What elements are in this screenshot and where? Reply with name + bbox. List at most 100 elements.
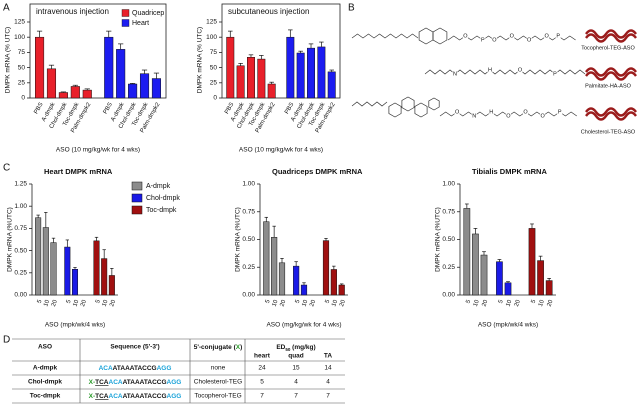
aso-strand	[585, 107, 637, 117]
error-bar	[319, 41, 324, 47]
x-tick-label: 20	[80, 299, 88, 308]
ring	[401, 96, 415, 112]
bar	[327, 71, 336, 99]
x-tick-label: 5	[325, 299, 332, 305]
y-axis-label: DMPK mRNA (%UTC)	[7, 207, 14, 272]
atom: O	[510, 33, 515, 39]
error-bar	[238, 62, 243, 66]
x-tick-label: 5	[95, 299, 102, 305]
chart-title: Heart DMPK mRNA	[44, 167, 113, 176]
aso-strand	[585, 29, 637, 39]
error-bar	[294, 261, 298, 267]
error-bar	[48, 64, 55, 69]
y-tick-label: 125	[206, 19, 217, 26]
chart-title: intravenous injection	[36, 7, 109, 16]
bar	[247, 57, 255, 99]
x-tick-label: 5	[265, 299, 272, 305]
atom: O	[540, 113, 545, 119]
error-bar	[73, 267, 77, 270]
table-cell: Cholesterol-TEG	[194, 379, 242, 386]
table-header-part: ED	[276, 344, 285, 351]
table-cell: none	[211, 365, 226, 372]
table-cell: 5	[260, 379, 264, 386]
atom-bg	[471, 112, 477, 120]
y-tick-label: 0.00	[442, 292, 455, 299]
legend-label: Quadricep	[132, 10, 164, 17]
table-sequence: X-TCAACAATAAATACCGAGG	[89, 379, 182, 386]
atom: O	[544, 33, 549, 39]
y-tick-label: 0.75	[442, 208, 455, 215]
y-tick-label: 0.00	[14, 292, 27, 299]
atom: H	[489, 109, 493, 115]
table-header: ED50 (mg/kg)	[276, 344, 315, 352]
bar	[101, 258, 108, 296]
ring	[418, 27, 434, 45]
table-header-part: 50	[285, 347, 291, 352]
table-subheader: TA	[324, 353, 332, 360]
panel-label: D	[3, 335, 10, 346]
x-tick-label: 10	[331, 299, 339, 308]
sequence-part: AGG	[157, 365, 172, 372]
table-cell: 7	[326, 393, 330, 400]
y-tick-label: 100	[206, 34, 217, 41]
sequence-part: TCA	[95, 379, 109, 386]
atom: N	[453, 71, 457, 77]
bar	[93, 240, 100, 296]
bar	[267, 83, 276, 99]
atom: O	[518, 67, 523, 73]
table-header-part: X	[236, 344, 241, 351]
error-bar	[324, 238, 328, 241]
chart-title: Quadriceps DMPK mRNA	[272, 167, 363, 176]
error-bar	[36, 30, 43, 38]
x-tick-label: 5	[66, 299, 73, 305]
error-bar	[482, 251, 486, 256]
bar	[338, 284, 345, 296]
x-tick-label: 10	[473, 299, 481, 308]
bar	[104, 36, 114, 99]
error-bar	[72, 84, 78, 87]
error-bar	[118, 43, 124, 50]
sequence-part: ATAAATACCG	[123, 393, 167, 400]
atom: P	[558, 109, 562, 115]
x-tick-label: PBS	[224, 102, 235, 115]
error-bar	[269, 81, 274, 85]
aso-strand	[585, 67, 637, 77]
bar	[545, 280, 553, 296]
error-bar	[141, 69, 148, 74]
atom: O	[492, 37, 497, 43]
ring	[414, 102, 428, 118]
bar	[528, 228, 536, 296]
x-tick-label: 5	[498, 299, 505, 305]
error-bar	[94, 236, 99, 241]
y-tick-label: 1.25	[14, 181, 27, 188]
sequence-part: X-	[89, 379, 96, 386]
atom: P	[553, 71, 557, 77]
atom: O	[455, 109, 460, 115]
x-axis-label: ASO (10 mg/kg/wk for 4 wks)	[239, 147, 323, 154]
bar	[307, 47, 315, 99]
bar	[537, 260, 544, 296]
sequence-part: ATAAATACCG	[113, 365, 157, 372]
bar	[257, 58, 266, 99]
y-tick-label: 1.00	[242, 181, 255, 188]
y-tick-label: 0.75	[14, 225, 27, 232]
ring	[428, 97, 440, 111]
atom: O	[506, 113, 511, 119]
bar	[263, 221, 270, 296]
x-tick-label: 10	[102, 299, 110, 308]
y-tick-label: 25	[210, 80, 218, 87]
table-sequence: ACAATAAATACCGAGG	[99, 365, 172, 372]
error-bar	[302, 282, 306, 286]
atom-bg	[488, 108, 494, 116]
x-tick-label: 10	[538, 299, 546, 308]
x-tick-label: PBS	[284, 102, 295, 115]
error-bar	[473, 228, 478, 234]
bar	[151, 78, 162, 99]
panel-label: A	[3, 3, 10, 14]
atom-bg	[517, 66, 523, 74]
atom-bg	[505, 112, 511, 120]
bar	[278, 262, 286, 296]
atom-bg	[509, 32, 515, 40]
y-tick-label: 0	[21, 95, 25, 102]
bar	[271, 237, 278, 296]
